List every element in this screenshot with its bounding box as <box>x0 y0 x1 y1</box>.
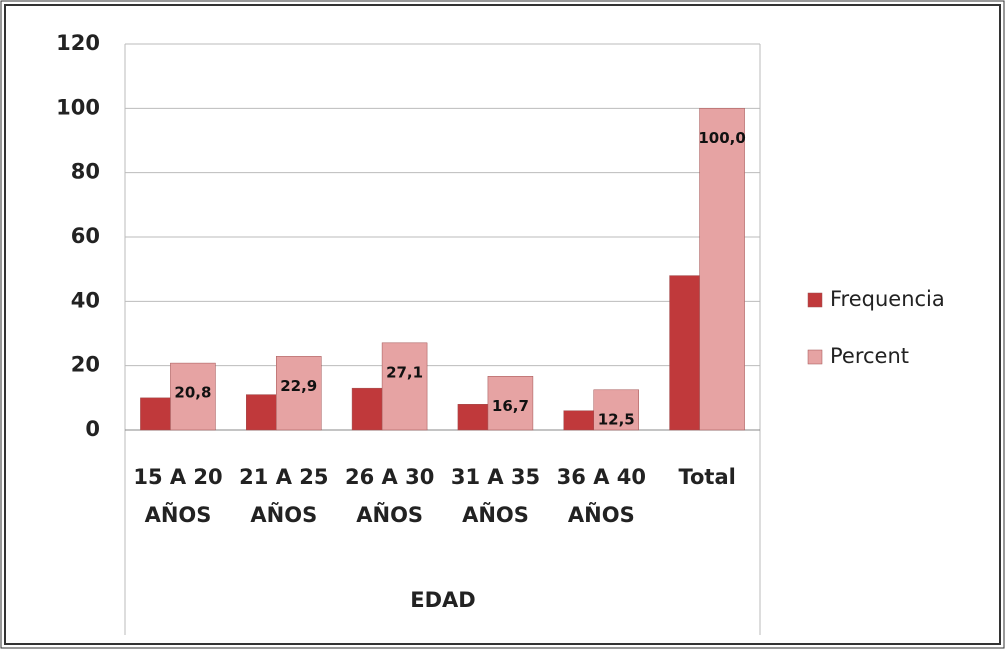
y-tick-label: 120 <box>56 31 100 55</box>
bar <box>276 356 322 431</box>
data-label: 20,8 <box>174 384 211 402</box>
y-tick-label: 0 <box>85 417 100 441</box>
x-axis-title: EDAD <box>410 588 475 612</box>
bar <box>457 404 489 431</box>
x-tick-label: 15 A 20 AÑOS <box>133 465 223 527</box>
legend-label: Percent <box>830 344 909 368</box>
data-label: 100,0 <box>698 129 745 147</box>
data-label: 16,7 <box>492 397 529 415</box>
y-tick-label: 20 <box>71 353 100 377</box>
x-tick-label: 36 A 40 AÑOS <box>556 465 646 527</box>
data-label: 22,9 <box>280 377 317 395</box>
y-tick-label: 40 <box>71 288 100 312</box>
inner-border <box>4 4 1001 645</box>
bar <box>699 108 745 431</box>
legend-label: Frequencia <box>830 287 945 311</box>
y-tick-label: 100 <box>56 95 100 119</box>
data-label: 27,1 <box>386 363 423 381</box>
y-tick-label: 80 <box>71 160 100 184</box>
y-tick-label: 60 <box>71 224 100 248</box>
bar <box>140 397 171 431</box>
bar <box>246 394 277 431</box>
bar <box>563 410 594 431</box>
bar <box>351 387 383 431</box>
bar <box>487 376 534 431</box>
x-tick-label: 26 A 30 AÑOS <box>344 465 435 527</box>
x-tick-label: 31 A 35 AÑOS <box>450 465 541 527</box>
bar <box>170 362 216 431</box>
x-tick-label: 21 A 25 AÑOS <box>239 465 329 527</box>
bar <box>381 342 428 431</box>
bar <box>593 389 639 431</box>
legend-swatch <box>807 349 823 365</box>
bar <box>669 275 700 431</box>
x-tick-label: Total <box>678 465 736 489</box>
legend-swatch <box>807 292 823 308</box>
data-label: 12,5 <box>598 410 635 428</box>
